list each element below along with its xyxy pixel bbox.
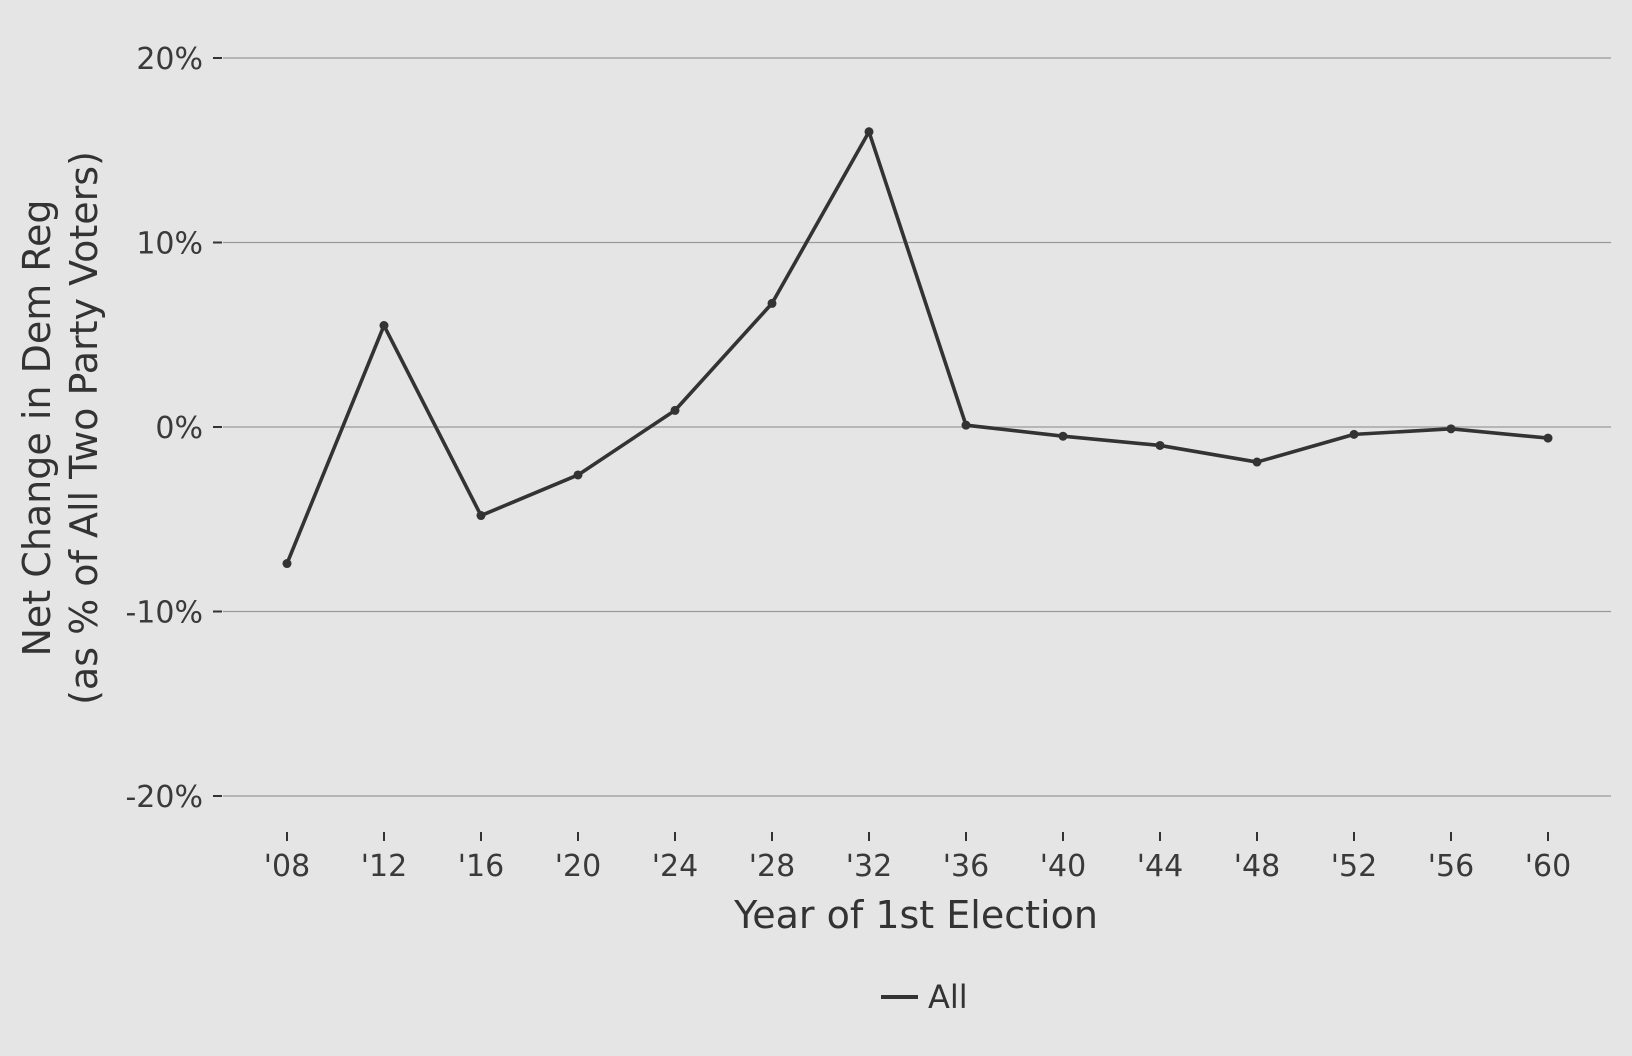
legend: All <box>881 978 968 1016</box>
x-tick-label: '20 <box>555 849 601 884</box>
data-point <box>1252 457 1262 467</box>
x-tick-label: '40 <box>1040 849 1086 884</box>
y-tick-label: 0% <box>155 411 203 446</box>
x-tick-label: '60 <box>1525 849 1571 884</box>
data-point <box>1058 431 1068 441</box>
data-point <box>670 405 680 415</box>
data-point <box>1543 433 1553 443</box>
x-tick-label: '12 <box>361 849 407 884</box>
x-tick-label: '32 <box>846 849 892 884</box>
x-tick-label: '28 <box>749 849 795 884</box>
x-tick-label: '16 <box>458 849 504 884</box>
x-tick-label: '24 <box>652 849 698 884</box>
x-axis-title: Year of 1st Election <box>733 893 1098 937</box>
x-tick-label: '48 <box>1234 849 1280 884</box>
x-axis-ticks: '08 '12 '16 '20 '24 '28 '32 '36 '40 '44 '48 '52 '56 '… <box>264 832 1571 884</box>
y-tick-label: 10% <box>136 227 203 262</box>
data-point <box>282 559 292 569</box>
y-tick-label: 20% <box>136 42 203 77</box>
x-tick-label: '36 <box>943 849 989 884</box>
data-point <box>573 470 583 480</box>
data-point <box>476 511 486 521</box>
data-point <box>1349 429 1359 439</box>
x-tick-label: '52 <box>1331 849 1377 884</box>
data-point <box>1446 424 1456 434</box>
x-tick-label: '44 <box>1137 849 1183 884</box>
y-axis-title: Net Change in Dem Reg (as % of All Two P… <box>15 151 106 705</box>
x-tick-label: '08 <box>264 849 310 884</box>
y-axis-title-line1: Net Change in Dem Reg <box>15 199 59 656</box>
legend-label-all: All <box>928 978 968 1016</box>
series-all <box>282 127 1553 569</box>
data-point <box>767 298 777 308</box>
data-point <box>379 321 389 331</box>
data-point <box>864 127 874 137</box>
y-tick-label: -10% <box>125 596 203 631</box>
data-point <box>1155 440 1165 450</box>
y-axis-ticks: 20% 10% 0% -10% -20% <box>125 42 222 815</box>
data-point <box>961 420 971 430</box>
grid-lines <box>223 57 1611 797</box>
y-axis-title-line2: (as % of All Two Party Voters) <box>62 151 106 705</box>
y-tick-label: -20% <box>125 780 203 815</box>
series-line-all <box>285 130 1550 566</box>
x-tick-label: '56 <box>1428 849 1474 884</box>
